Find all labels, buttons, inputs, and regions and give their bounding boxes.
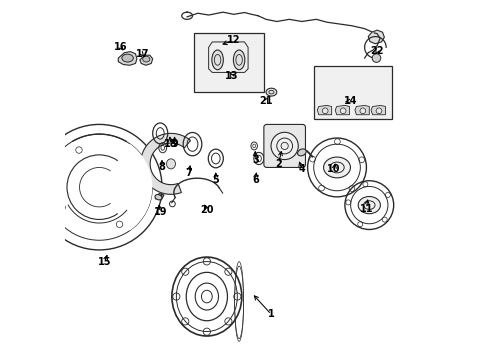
Bar: [194, 33, 264, 92]
Text: 10: 10: [327, 164, 340, 174]
Text: 18: 18: [164, 139, 178, 149]
Text: 5: 5: [212, 175, 219, 185]
Ellipse shape: [142, 56, 149, 62]
Circle shape: [375, 108, 381, 114]
Ellipse shape: [265, 88, 276, 96]
Text: 17: 17: [135, 49, 149, 59]
Polygon shape: [140, 134, 190, 194]
Ellipse shape: [166, 159, 175, 169]
Text: 2: 2: [275, 159, 282, 169]
Text: 3: 3: [251, 155, 258, 165]
Polygon shape: [370, 105, 385, 115]
Text: 6: 6: [251, 175, 258, 185]
Text: 4: 4: [298, 164, 305, 174]
Polygon shape: [367, 30, 384, 44]
Circle shape: [359, 108, 365, 114]
Circle shape: [276, 138, 292, 154]
Wedge shape: [99, 144, 152, 231]
Ellipse shape: [323, 157, 350, 178]
Ellipse shape: [297, 149, 305, 156]
Text: 21: 21: [259, 96, 272, 106]
Text: 20: 20: [200, 206, 213, 216]
Text: 11: 11: [359, 204, 372, 214]
Polygon shape: [335, 105, 349, 115]
Ellipse shape: [233, 50, 244, 70]
Text: 1: 1: [267, 310, 274, 319]
Text: 13: 13: [225, 71, 238, 81]
Text: 12: 12: [226, 35, 240, 45]
Text: 9: 9: [171, 139, 178, 149]
Ellipse shape: [155, 194, 162, 200]
Polygon shape: [317, 105, 331, 115]
Ellipse shape: [122, 54, 133, 62]
Text: 7: 7: [185, 168, 192, 178]
Circle shape: [340, 108, 346, 114]
Polygon shape: [354, 105, 368, 115]
Circle shape: [270, 132, 298, 159]
Text: 16: 16: [114, 42, 127, 52]
Polygon shape: [140, 55, 152, 65]
Ellipse shape: [357, 197, 380, 214]
Text: 15: 15: [98, 257, 111, 267]
Text: 22: 22: [370, 46, 383, 56]
Text: 8: 8: [158, 162, 165, 172]
FancyBboxPatch shape: [264, 125, 305, 167]
Text: 19: 19: [153, 207, 166, 217]
Bar: [314, 66, 391, 119]
Text: 14: 14: [343, 96, 356, 106]
Polygon shape: [118, 51, 137, 65]
Circle shape: [371, 54, 380, 62]
Circle shape: [322, 108, 327, 114]
Ellipse shape: [211, 50, 223, 70]
